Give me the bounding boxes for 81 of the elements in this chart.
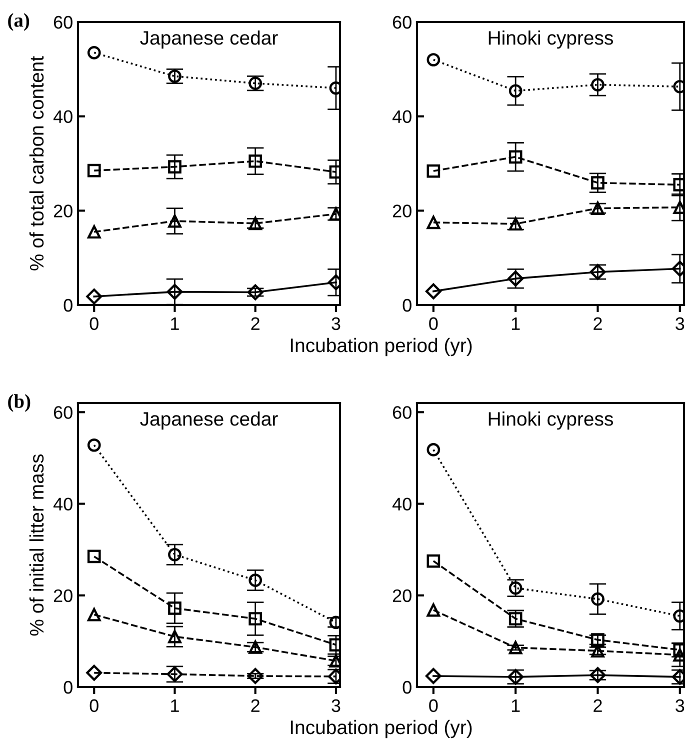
- point: [590, 667, 606, 684]
- x-tick-label: 0: [90, 699, 98, 712]
- point: [87, 225, 101, 239]
- y-axis-title: % of initial litter mass: [29, 454, 44, 636]
- x-tick-label: 1: [171, 699, 179, 712]
- chart-title: Japanese cedar: [140, 412, 278, 430]
- y-tick-label: 20: [54, 589, 72, 602]
- x-tick-label: 2: [251, 317, 260, 330]
- y-tick-label: 40: [53, 498, 72, 510]
- point: [508, 640, 522, 654]
- point: [248, 640, 262, 654]
- point: [508, 84, 522, 98]
- point: [591, 592, 604, 606]
- x-axis-title: Incubation period (yr): [290, 338, 472, 356]
- y-tick-label: 0: [64, 298, 72, 312]
- point: [87, 608, 101, 622]
- y-tick-label: 0: [402, 298, 412, 312]
- point: [168, 548, 182, 562]
- text: (b): [8, 394, 30, 412]
- x-tick-label: 3: [676, 699, 684, 712]
- chart-title: Hinoki cypress: [488, 30, 614, 49]
- x-tick-label: 0: [429, 317, 438, 330]
- point: [247, 284, 264, 300]
- x-tick-label: 1: [512, 699, 520, 712]
- point: [425, 283, 442, 300]
- point: [426, 216, 440, 230]
- x-tick-label: 0: [429, 699, 438, 712]
- point: [248, 612, 262, 626]
- x-tick-label: 2: [594, 699, 602, 712]
- chart-title: Japanese cedar: [140, 30, 278, 49]
- point: [426, 603, 440, 617]
- y-tick-label: 20: [392, 589, 412, 602]
- point: [426, 164, 440, 178]
- y-tick-label: 60: [54, 16, 72, 29]
- point: [508, 150, 522, 164]
- y-tick-label: 60: [54, 406, 72, 419]
- y-tick-label: 20: [54, 204, 72, 218]
- point: [168, 602, 182, 615]
- y-tick-label: 0: [64, 680, 72, 694]
- point: [425, 668, 442, 684]
- point: [87, 164, 101, 178]
- x-tick-label: 3: [676, 317, 684, 330]
- x-tick-label: 1: [512, 317, 520, 330]
- x-tick-label: 2: [251, 699, 260, 712]
- y-tick-label: 0: [402, 680, 412, 694]
- point: [426, 554, 440, 568]
- text: (a): [8, 13, 30, 31]
- point: [591, 78, 604, 92]
- x-tick-label: 3: [332, 317, 340, 330]
- x-tick-label: 0: [90, 317, 98, 330]
- y-tick-label: 40: [392, 110, 412, 124]
- point: [86, 664, 102, 681]
- point: [248, 574, 262, 587]
- point: [591, 644, 604, 658]
- point: [87, 46, 101, 60]
- y-tick-label: 60: [392, 16, 412, 29]
- point: [86, 288, 102, 304]
- point: [426, 53, 440, 66]
- point: [87, 550, 101, 564]
- point: [168, 160, 182, 174]
- point: [508, 217, 522, 231]
- point: [248, 154, 262, 168]
- point: [168, 630, 182, 644]
- y-tick-label: 40: [392, 498, 412, 510]
- chart-title: Hinoki cypress: [488, 412, 614, 430]
- x-tick-label: 3: [332, 699, 340, 712]
- point: [591, 176, 604, 190]
- y-tick-label: 20: [392, 204, 412, 218]
- y-tick-label: 60: [392, 406, 412, 419]
- point: [87, 438, 101, 452]
- point: [166, 284, 183, 300]
- x-tick-label: 2: [594, 317, 602, 330]
- y-axis-title: % of total carbon content: [29, 56, 44, 270]
- point: [247, 668, 264, 684]
- point: [591, 202, 604, 215]
- point: [168, 214, 182, 228]
- y-tick-label: 40: [53, 110, 72, 124]
- x-tick-label: 1: [171, 317, 179, 330]
- point: [248, 216, 262, 230]
- point: [426, 443, 440, 456]
- x-axis-title: Incubation period (yr): [290, 720, 472, 738]
